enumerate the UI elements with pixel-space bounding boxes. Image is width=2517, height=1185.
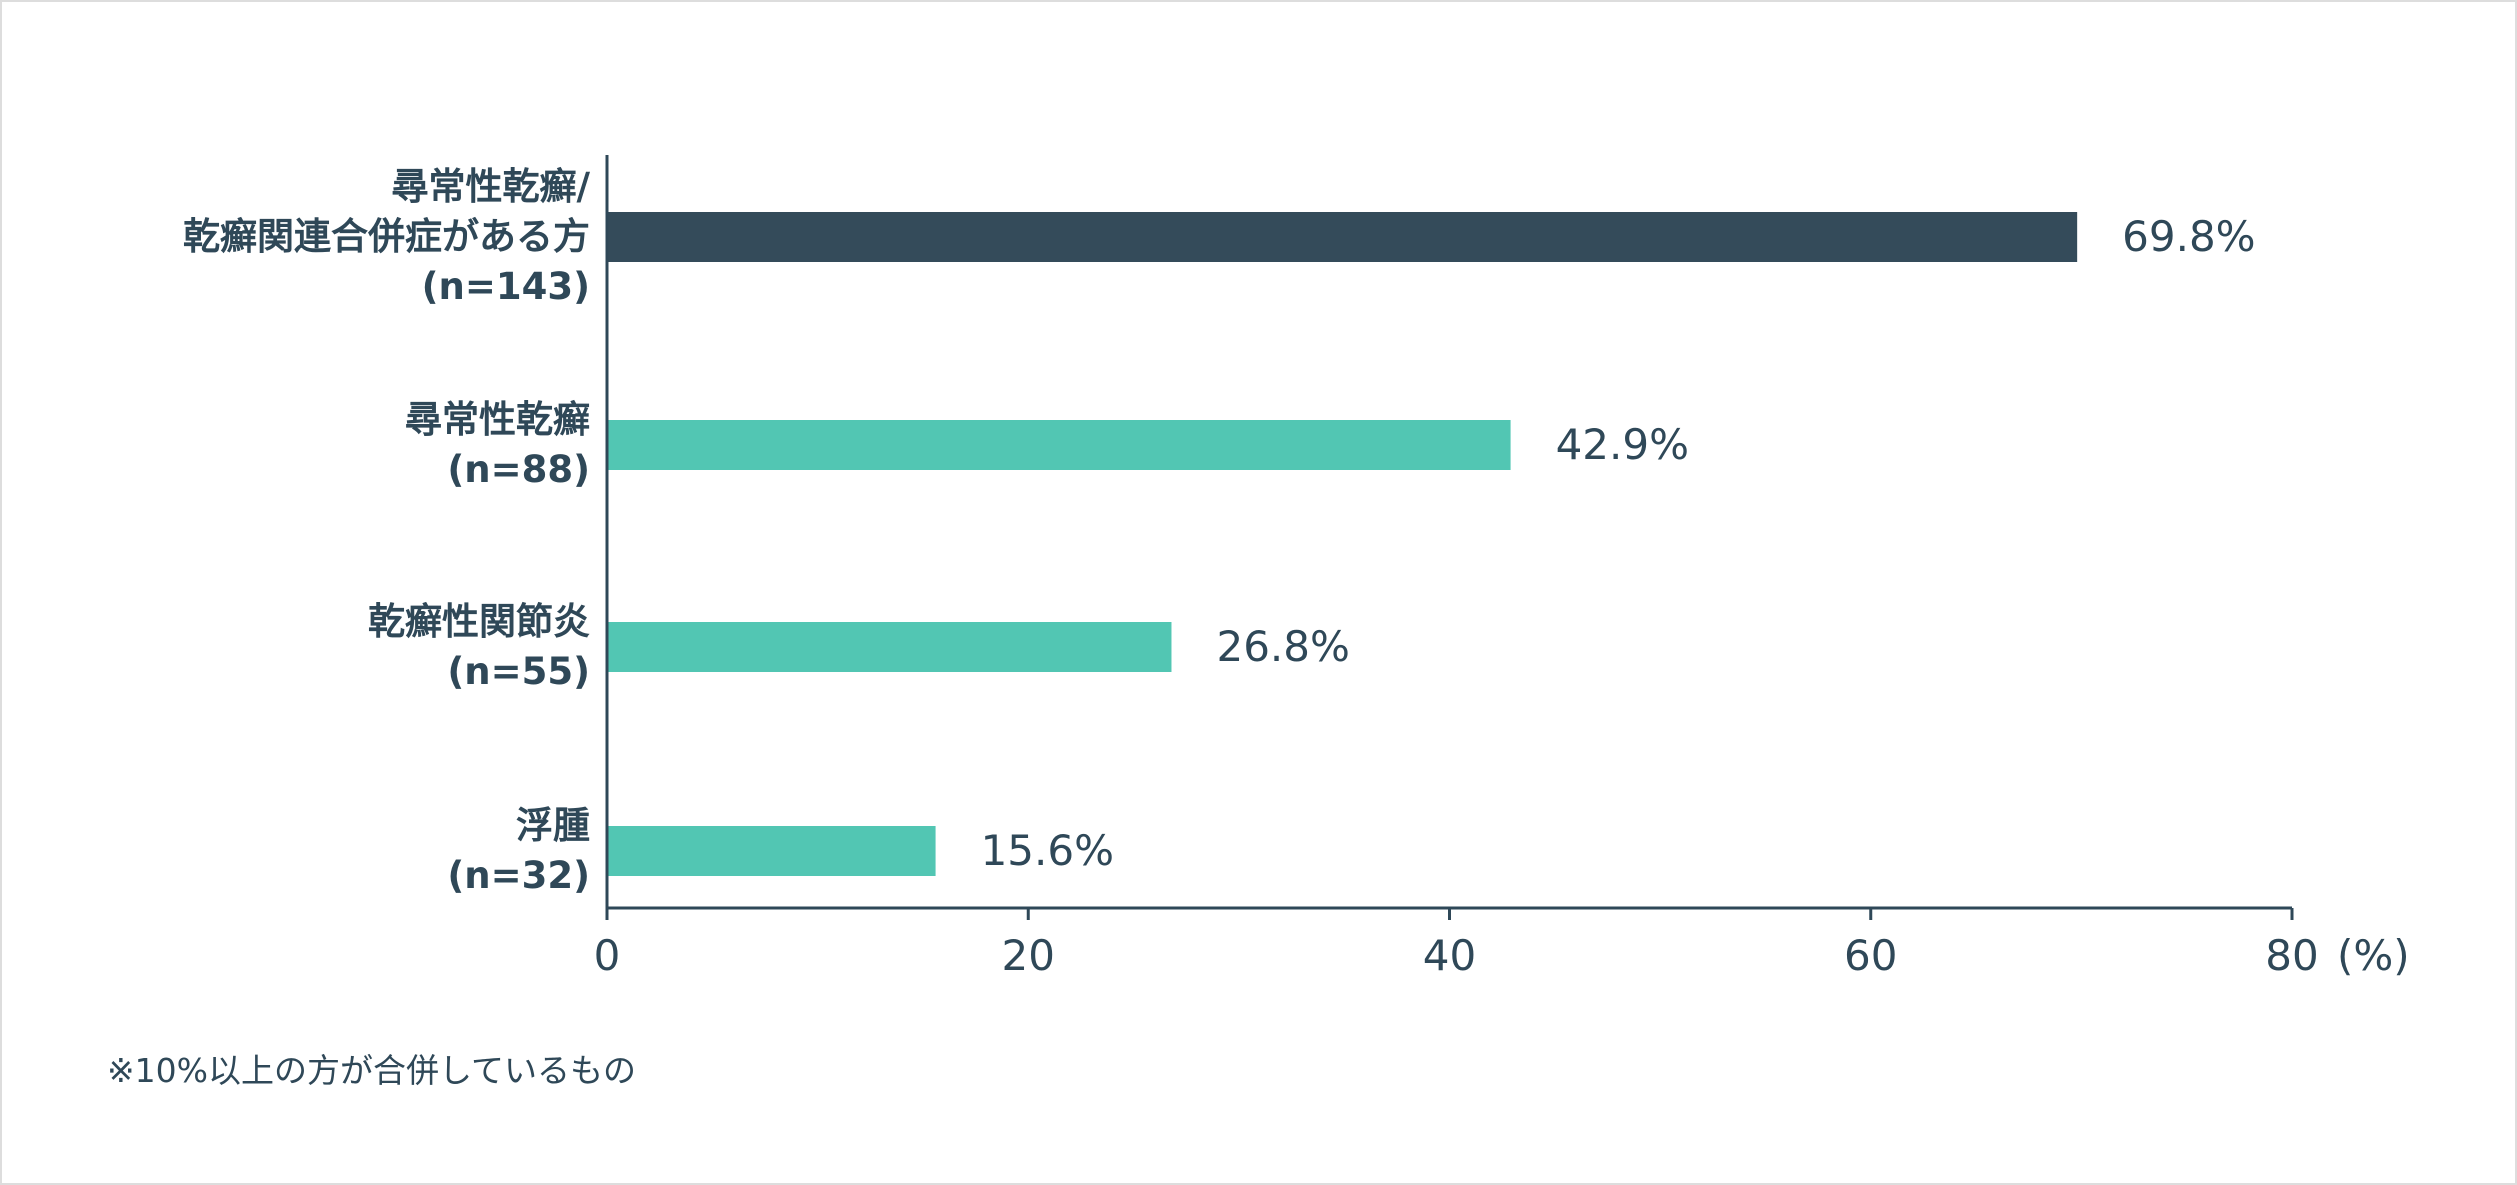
data-label: 42.9%: [1556, 420, 1689, 469]
labels-layer: 69.8% 尋常性乾癬/乾癬関連合併症がある方 (n=143) 42.9% 尋常性乾癬 (…: [183, 165, 2256, 897]
category-label: 尋常性乾癬/: [391, 165, 590, 208]
category-label: 乾癬関連合併症がある方: [183, 215, 590, 258]
data-label: 15.6%: [981, 826, 1114, 875]
category-label: (n=55): [447, 650, 590, 693]
x-tick-label: 60: [1844, 931, 1897, 980]
bar: [607, 212, 2078, 262]
data-label: 26.8%: [1216, 622, 1349, 671]
x-axis-unit: (%): [2337, 931, 2410, 980]
category-label: 乾癬性関節炎: [368, 600, 590, 643]
category-label: (n=143): [422, 265, 590, 308]
bar: [607, 622, 1172, 672]
bar: [607, 420, 1511, 470]
x-tick-label: 40: [1423, 931, 1476, 980]
axis-layer: 0 20 40 60 80 (%): [594, 155, 2410, 980]
x-tick-label: 0: [594, 931, 621, 980]
bar: [607, 826, 936, 876]
footnote: ※10%以上の方が合併しているもの: [107, 1051, 637, 1090]
data-label: 69.8%: [2122, 212, 2255, 261]
category-label: (n=88): [447, 448, 590, 491]
category-label: 浮腫: [516, 804, 590, 847]
x-tick-label: 20: [1002, 931, 1055, 980]
x-tick-label: 80: [2265, 931, 2318, 980]
category-label: (n=32): [447, 854, 590, 897]
bars-layer: [607, 212, 2078, 876]
category-label: 尋常性乾癬: [405, 398, 590, 441]
